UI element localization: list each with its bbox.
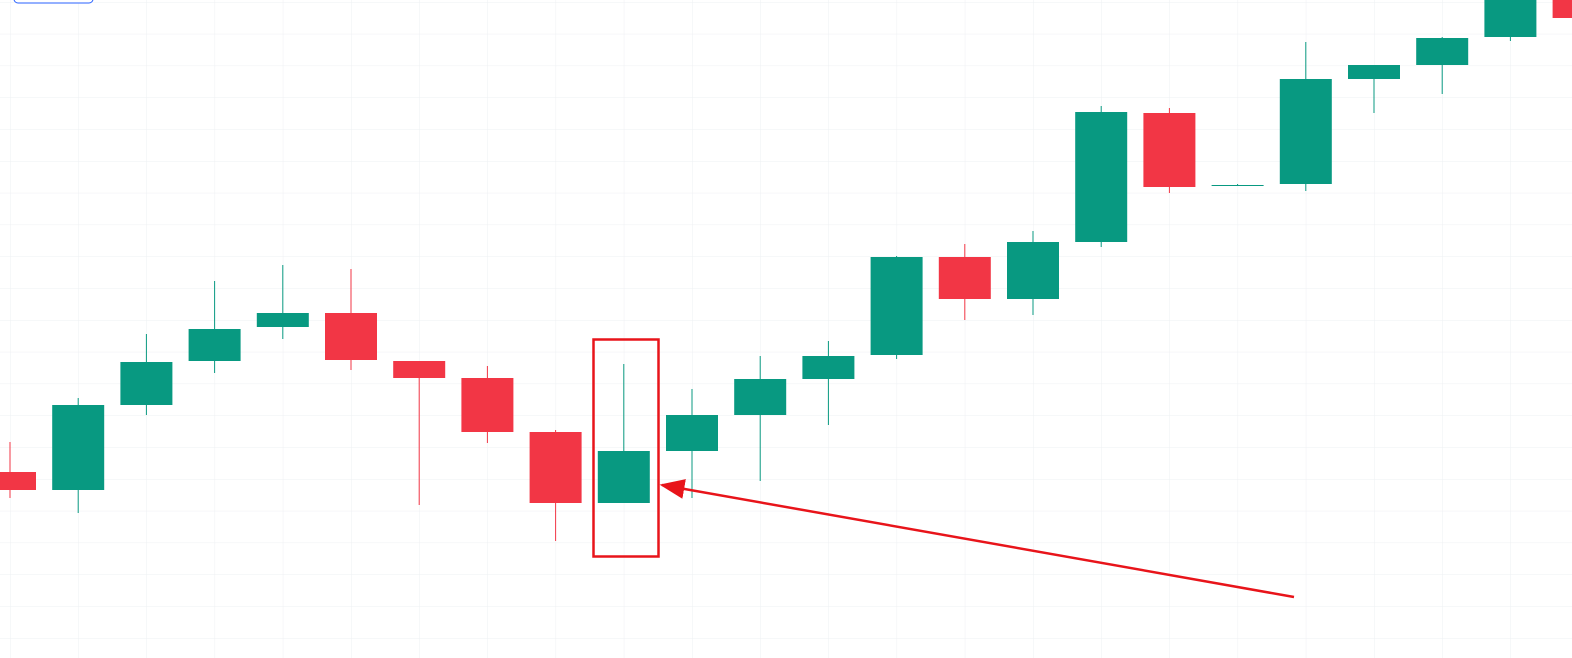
annotation-arrow: [659, 479, 1295, 599]
candle-body: [1211, 185, 1264, 186]
candles: [0, 0, 1572, 541]
candle-body: [802, 356, 855, 379]
candle-body: [666, 415, 718, 451]
candle-body: [870, 257, 923, 355]
candle-body: [256, 313, 309, 327]
candle-body: [1416, 38, 1469, 65]
candle-body: [52, 405, 105, 490]
highlight-box: [592, 338, 660, 558]
candle-body: [393, 361, 446, 378]
candle-body: [120, 362, 173, 405]
candle-body: [1348, 65, 1400, 79]
candle-body: [1007, 242, 1059, 299]
candle-body: [597, 451, 650, 503]
candle-body: [1484, 0, 1537, 37]
toolbar-button[interactable]: [13, 0, 94, 4]
candle-body: [1143, 113, 1196, 187]
candle-body: [734, 379, 787, 415]
candle-body: [529, 432, 582, 503]
candle-body: [325, 313, 377, 360]
candle-body: [461, 378, 514, 432]
candle-body: [1552, 0, 1572, 18]
candle-body: [938, 257, 991, 299]
candle-body: [1075, 112, 1128, 242]
candle-body: [0, 472, 36, 490]
candle-body: [1279, 79, 1332, 184]
candle-body: [188, 329, 241, 361]
